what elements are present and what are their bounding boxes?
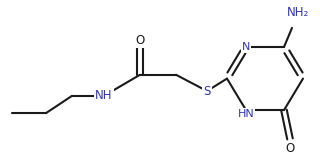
Text: O: O bbox=[285, 142, 295, 155]
Text: NH: NH bbox=[95, 89, 113, 102]
Text: O: O bbox=[135, 34, 145, 47]
Text: S: S bbox=[203, 85, 211, 97]
Text: N: N bbox=[242, 42, 250, 52]
Text: NH₂: NH₂ bbox=[287, 6, 309, 19]
Text: HN: HN bbox=[238, 109, 254, 119]
